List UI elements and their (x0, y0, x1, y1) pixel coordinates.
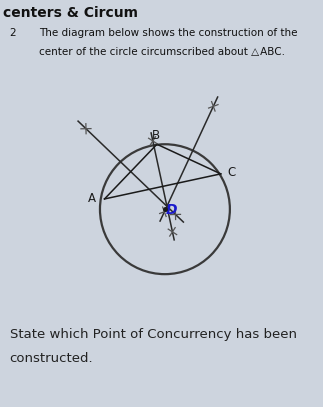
Text: centers & Circum: centers & Circum (3, 6, 138, 20)
Text: C: C (227, 166, 235, 179)
Text: The diagram below shows the construction of the: The diagram below shows the construction… (39, 28, 297, 39)
Text: constructed.: constructed. (10, 352, 93, 365)
Text: 2: 2 (10, 28, 16, 39)
Text: B: B (152, 129, 160, 142)
Text: center of the circle circumscribed about △ ABC.: center of the circle circumscribed about… (39, 47, 285, 57)
Text: A: A (88, 193, 96, 206)
Text: State which Point of Concurrency has been: State which Point of Concurrency has bee… (10, 328, 297, 341)
Text: D: D (166, 203, 177, 217)
